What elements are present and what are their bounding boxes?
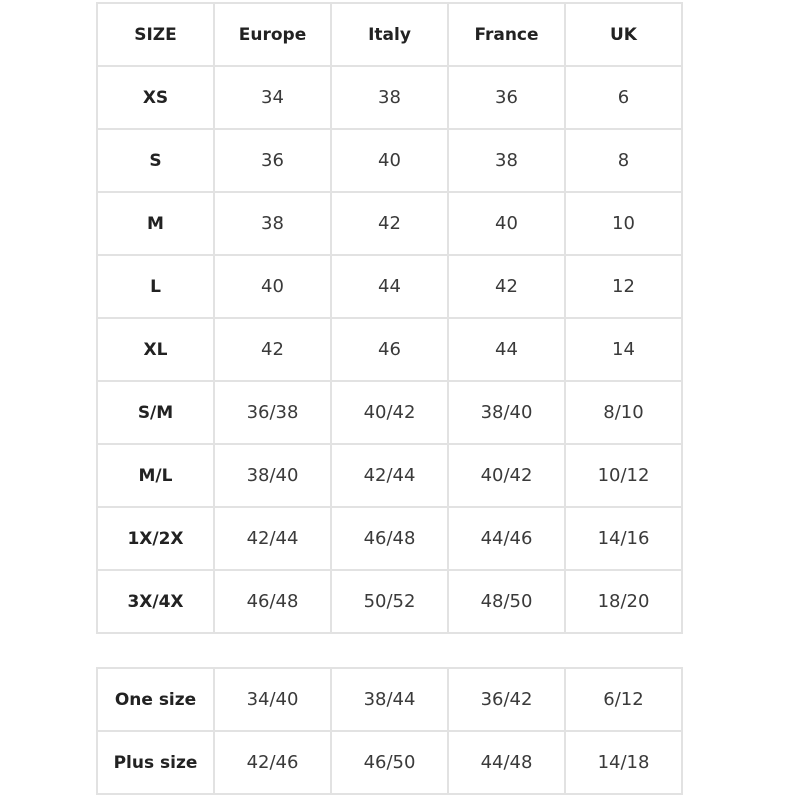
table-row: S 36 40 38 8 [96, 128, 683, 193]
size-label-cell: S [96, 128, 215, 193]
size-value-cell: 36 [447, 65, 566, 130]
size-value-cell: 40/42 [447, 443, 566, 508]
table-row: Plus size 42/46 46/50 44/48 14/18 [96, 730, 683, 795]
size-label-cell: L [96, 254, 215, 319]
size-value-cell: 40 [330, 128, 449, 193]
size-label-cell: One size [96, 667, 215, 732]
size-value-cell: 14/16 [564, 506, 683, 571]
size-label-cell: XL [96, 317, 215, 382]
size-value-cell: 40 [213, 254, 332, 319]
size-value-cell: 42 [213, 317, 332, 382]
size-value-cell: 40/42 [330, 380, 449, 445]
size-value-cell: 38/40 [213, 443, 332, 508]
size-label-cell: 3X/4X [96, 569, 215, 634]
size-value-cell: 36 [213, 128, 332, 193]
size-label-cell: XS [96, 65, 215, 130]
size-value-cell: 42 [330, 191, 449, 256]
size-value-cell: 48/50 [447, 569, 566, 634]
column-header: UK [564, 2, 683, 67]
table-row: XL 42 46 44 14 [96, 317, 683, 382]
size-label-cell: 1X/2X [96, 506, 215, 571]
size-value-cell: 34 [213, 65, 332, 130]
size-value-cell: 38/44 [330, 667, 449, 732]
column-header: SIZE [96, 2, 215, 67]
size-value-cell: 36/38 [213, 380, 332, 445]
size-value-cell: 46/50 [330, 730, 449, 795]
size-value-cell: 10 [564, 191, 683, 256]
size-value-cell: 18/20 [564, 569, 683, 634]
table-row: S/M 36/38 40/42 38/40 8/10 [96, 380, 683, 445]
size-label-cell: M [96, 191, 215, 256]
table-row: One size 34/40 38/44 36/42 6/12 [96, 667, 683, 732]
table-row: M/L 38/40 42/44 40/42 10/12 [96, 443, 683, 508]
size-value-cell: 36/42 [447, 667, 566, 732]
size-value-cell: 40 [447, 191, 566, 256]
size-value-cell: 14/18 [564, 730, 683, 795]
table-row: L 40 44 42 12 [96, 254, 683, 319]
size-value-cell: 50/52 [330, 569, 449, 634]
size-value-cell: 46/48 [330, 506, 449, 571]
size-value-cell: 42/44 [213, 506, 332, 571]
size-value-cell: 42/46 [213, 730, 332, 795]
size-value-cell: 6 [564, 65, 683, 130]
size-value-cell: 10/12 [564, 443, 683, 508]
header-row: SIZE Europe Italy France UK [96, 2, 683, 67]
size-value-cell: 44/48 [447, 730, 566, 795]
column-header: France [447, 2, 566, 67]
size-value-cell: 42/44 [330, 443, 449, 508]
size-value-cell: 34/40 [213, 667, 332, 732]
table-row: 1X/2X 42/44 46/48 44/46 14/16 [96, 506, 683, 571]
size-label-cell: M/L [96, 443, 215, 508]
size-value-cell: 38 [213, 191, 332, 256]
size-value-cell: 6/12 [564, 667, 683, 732]
table-row: XS 34 38 36 6 [96, 65, 683, 130]
size-value-cell: 46 [330, 317, 449, 382]
size-value-cell: 44 [447, 317, 566, 382]
size-value-cell: 38 [330, 65, 449, 130]
column-header: Italy [330, 2, 449, 67]
size-value-cell: 46/48 [213, 569, 332, 634]
one-plus-size-table: One size 34/40 38/44 36/42 6/12 Plus size 42/4… [96, 667, 683, 795]
size-value-cell: 8 [564, 128, 683, 193]
size-conversion-table: SIZE Europe Italy France UK XS 34 38 36 6 S 36 40 38 8… [96, 2, 683, 634]
size-value-cell: 12 [564, 254, 683, 319]
size-label-cell: S/M [96, 380, 215, 445]
size-value-cell: 42 [447, 254, 566, 319]
size-value-cell: 8/10 [564, 380, 683, 445]
size-value-cell: 44/46 [447, 506, 566, 571]
table-row: 3X/4X 46/48 50/52 48/50 18/20 [96, 569, 683, 634]
size-value-cell: 14 [564, 317, 683, 382]
table-row: M 38 42 40 10 [96, 191, 683, 256]
size-value-cell: 44 [330, 254, 449, 319]
size-label-cell: Plus size [96, 730, 215, 795]
size-value-cell: 38/40 [447, 380, 566, 445]
column-header: Europe [213, 2, 332, 67]
size-value-cell: 38 [447, 128, 566, 193]
